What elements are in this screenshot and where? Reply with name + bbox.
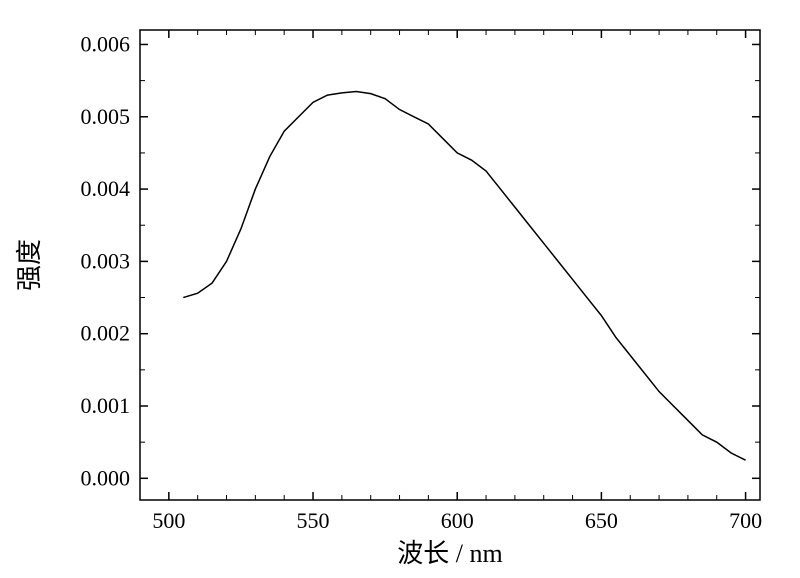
- x-tick-label: 550: [297, 508, 330, 533]
- chart-svg: 500 550 600 650 700 0.000 0.001 0.002 0.003 0.004…: [0, 0, 800, 578]
- spectrum-chart: 500 550 600 650 700 0.000 0.001 0.002 0.003 0.004…: [0, 0, 800, 578]
- x-tick-label: 500: [152, 508, 185, 533]
- y-tick-label: 0.001: [81, 393, 131, 418]
- y-tick-label: 0.003: [81, 248, 131, 273]
- y-tick-label: 0.002: [81, 321, 131, 346]
- x-axis-label: 波长 / nm: [397, 539, 502, 568]
- y-tick-label: 0.006: [81, 31, 131, 56]
- spectrum-line: [183, 91, 745, 460]
- y-axis-label: 强度: [15, 239, 44, 291]
- y-tick-label: 0.004: [81, 176, 131, 201]
- y-tick-label: 0.005: [81, 104, 131, 129]
- x-tick-label: 650: [585, 508, 618, 533]
- x-tick-label: 600: [441, 508, 474, 533]
- x-tick-label: 700: [729, 508, 762, 533]
- y-tick-label: 0.000: [81, 465, 131, 490]
